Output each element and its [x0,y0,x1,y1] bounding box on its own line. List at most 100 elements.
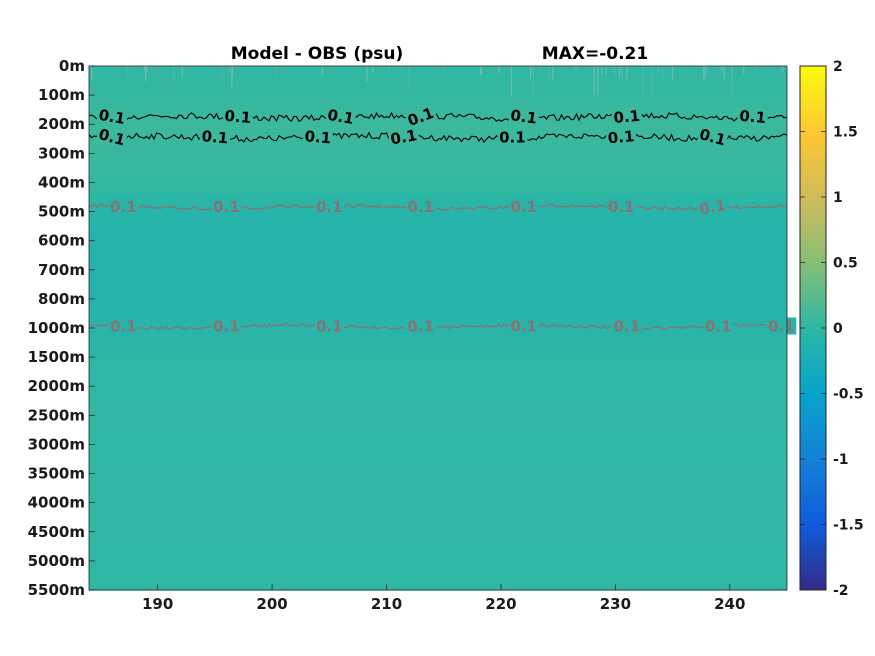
noise-streak [401,66,403,72]
field-cell [89,381,787,387]
field-cell [89,483,787,489]
field-cell [89,459,787,465]
field-cell [89,95,787,101]
contour-label-bg [405,198,436,216]
field-cell [89,323,787,329]
field-cell [89,308,787,315]
field-cell [89,425,787,431]
contour-label-bg [508,317,539,335]
field-cell [89,386,787,392]
y-tick-label: 4500m [28,523,85,541]
field-cell [89,66,787,72]
field-cell [89,172,787,179]
field-cell [89,332,787,339]
field-cell [89,410,787,416]
colorbar-tick-label: -0.5 [833,387,864,403]
field-cell [89,163,787,169]
field-cell [89,328,787,334]
noise-streak [408,66,410,87]
contour-label-bg [606,128,637,146]
y-tick-label: 600m [38,232,85,250]
field-cell [89,488,787,494]
field-cell [89,541,787,547]
colorbar-tick-label: 1 [833,190,843,206]
field-cell [89,226,787,232]
field-cell [89,298,787,305]
contour-label-bg [737,107,768,125]
contour-label: 0.1 [389,126,418,148]
noise-streak [695,266,697,278]
noise-streak [512,266,514,278]
noise-streak [704,66,707,79]
noise-streak [231,66,233,89]
y-tick-label: 5000m [28,552,85,570]
field-cell [89,138,787,145]
field-cell [89,439,787,446]
contour-label-bg [96,128,127,146]
contour-label-bg [108,317,139,335]
contour-label-bg [697,128,728,146]
field-cell [89,531,787,538]
field-cell [89,429,787,436]
field-cell [89,167,787,174]
field-cell [89,357,787,363]
noise-streak [569,266,571,278]
colorbar-ticks: 2 1.5 1 0.5 0 -0.5 -1 -1.5 -2 [800,59,864,599]
contour-label-bg [302,128,333,146]
noise-streak [173,66,175,84]
field-cell [89,250,787,256]
field-cell [89,507,787,513]
field-cell [89,264,787,271]
field-cell [89,274,787,281]
noise-streak [782,66,784,73]
x-tick-label: 230 [600,595,631,613]
contour-label-bg [766,317,797,335]
field-cell [89,585,787,591]
field-cell [89,90,787,96]
contour-label: 0.1 [511,318,538,336]
noise-streak [575,66,577,71]
noise-streak [657,66,659,73]
x-axis: 190 200 210 220 230 240 [142,584,745,613]
field-cell [89,449,787,455]
field-cell [89,522,787,528]
y-tick-label: 2500m [28,406,85,424]
noise-streak [538,66,540,72]
field-cell [89,415,787,421]
noise-streak [626,66,628,80]
y-tick-label: 500m [38,203,85,221]
contour-layer: 0.1 0.1 0.1 0.1 0.1 0.1 0.10.1 0.1 0.1 0.1 0.1 0.1 0… [88,104,797,336]
field-cell [89,303,787,310]
noise-streak [489,266,491,278]
field-cell [89,153,787,159]
field-cell [89,497,787,504]
contour-label-bg [199,128,230,146]
noise-streak [533,66,535,96]
field-cell [89,468,787,475]
noise-streak [684,266,685,278]
field-cell [89,182,787,188]
noise-streak [651,66,653,98]
field-cell [89,269,787,276]
contour-label-bg [314,317,345,335]
contour-label: 0.1 [110,198,137,216]
field-cell [89,177,787,184]
noise-streak [127,66,129,78]
field-cell [89,570,787,577]
noise-streak [706,266,708,278]
contour-label: 0.1 [739,107,767,127]
noise-streak [581,266,582,278]
noise-streak [612,66,614,71]
contour-label: 0.1 [304,127,332,147]
noise-streak [752,266,754,278]
contour-label-bg [405,317,436,335]
noise-streak [626,266,628,278]
noise-streak [723,66,726,80]
noise-streak [731,66,733,77]
colorbar-tick-label: -1.5 [833,518,864,534]
field-cell [89,526,787,533]
contour-label: 0.1 [768,318,795,336]
field-cell [89,337,787,344]
noise-streak [706,66,708,76]
field-cell [89,551,787,557]
